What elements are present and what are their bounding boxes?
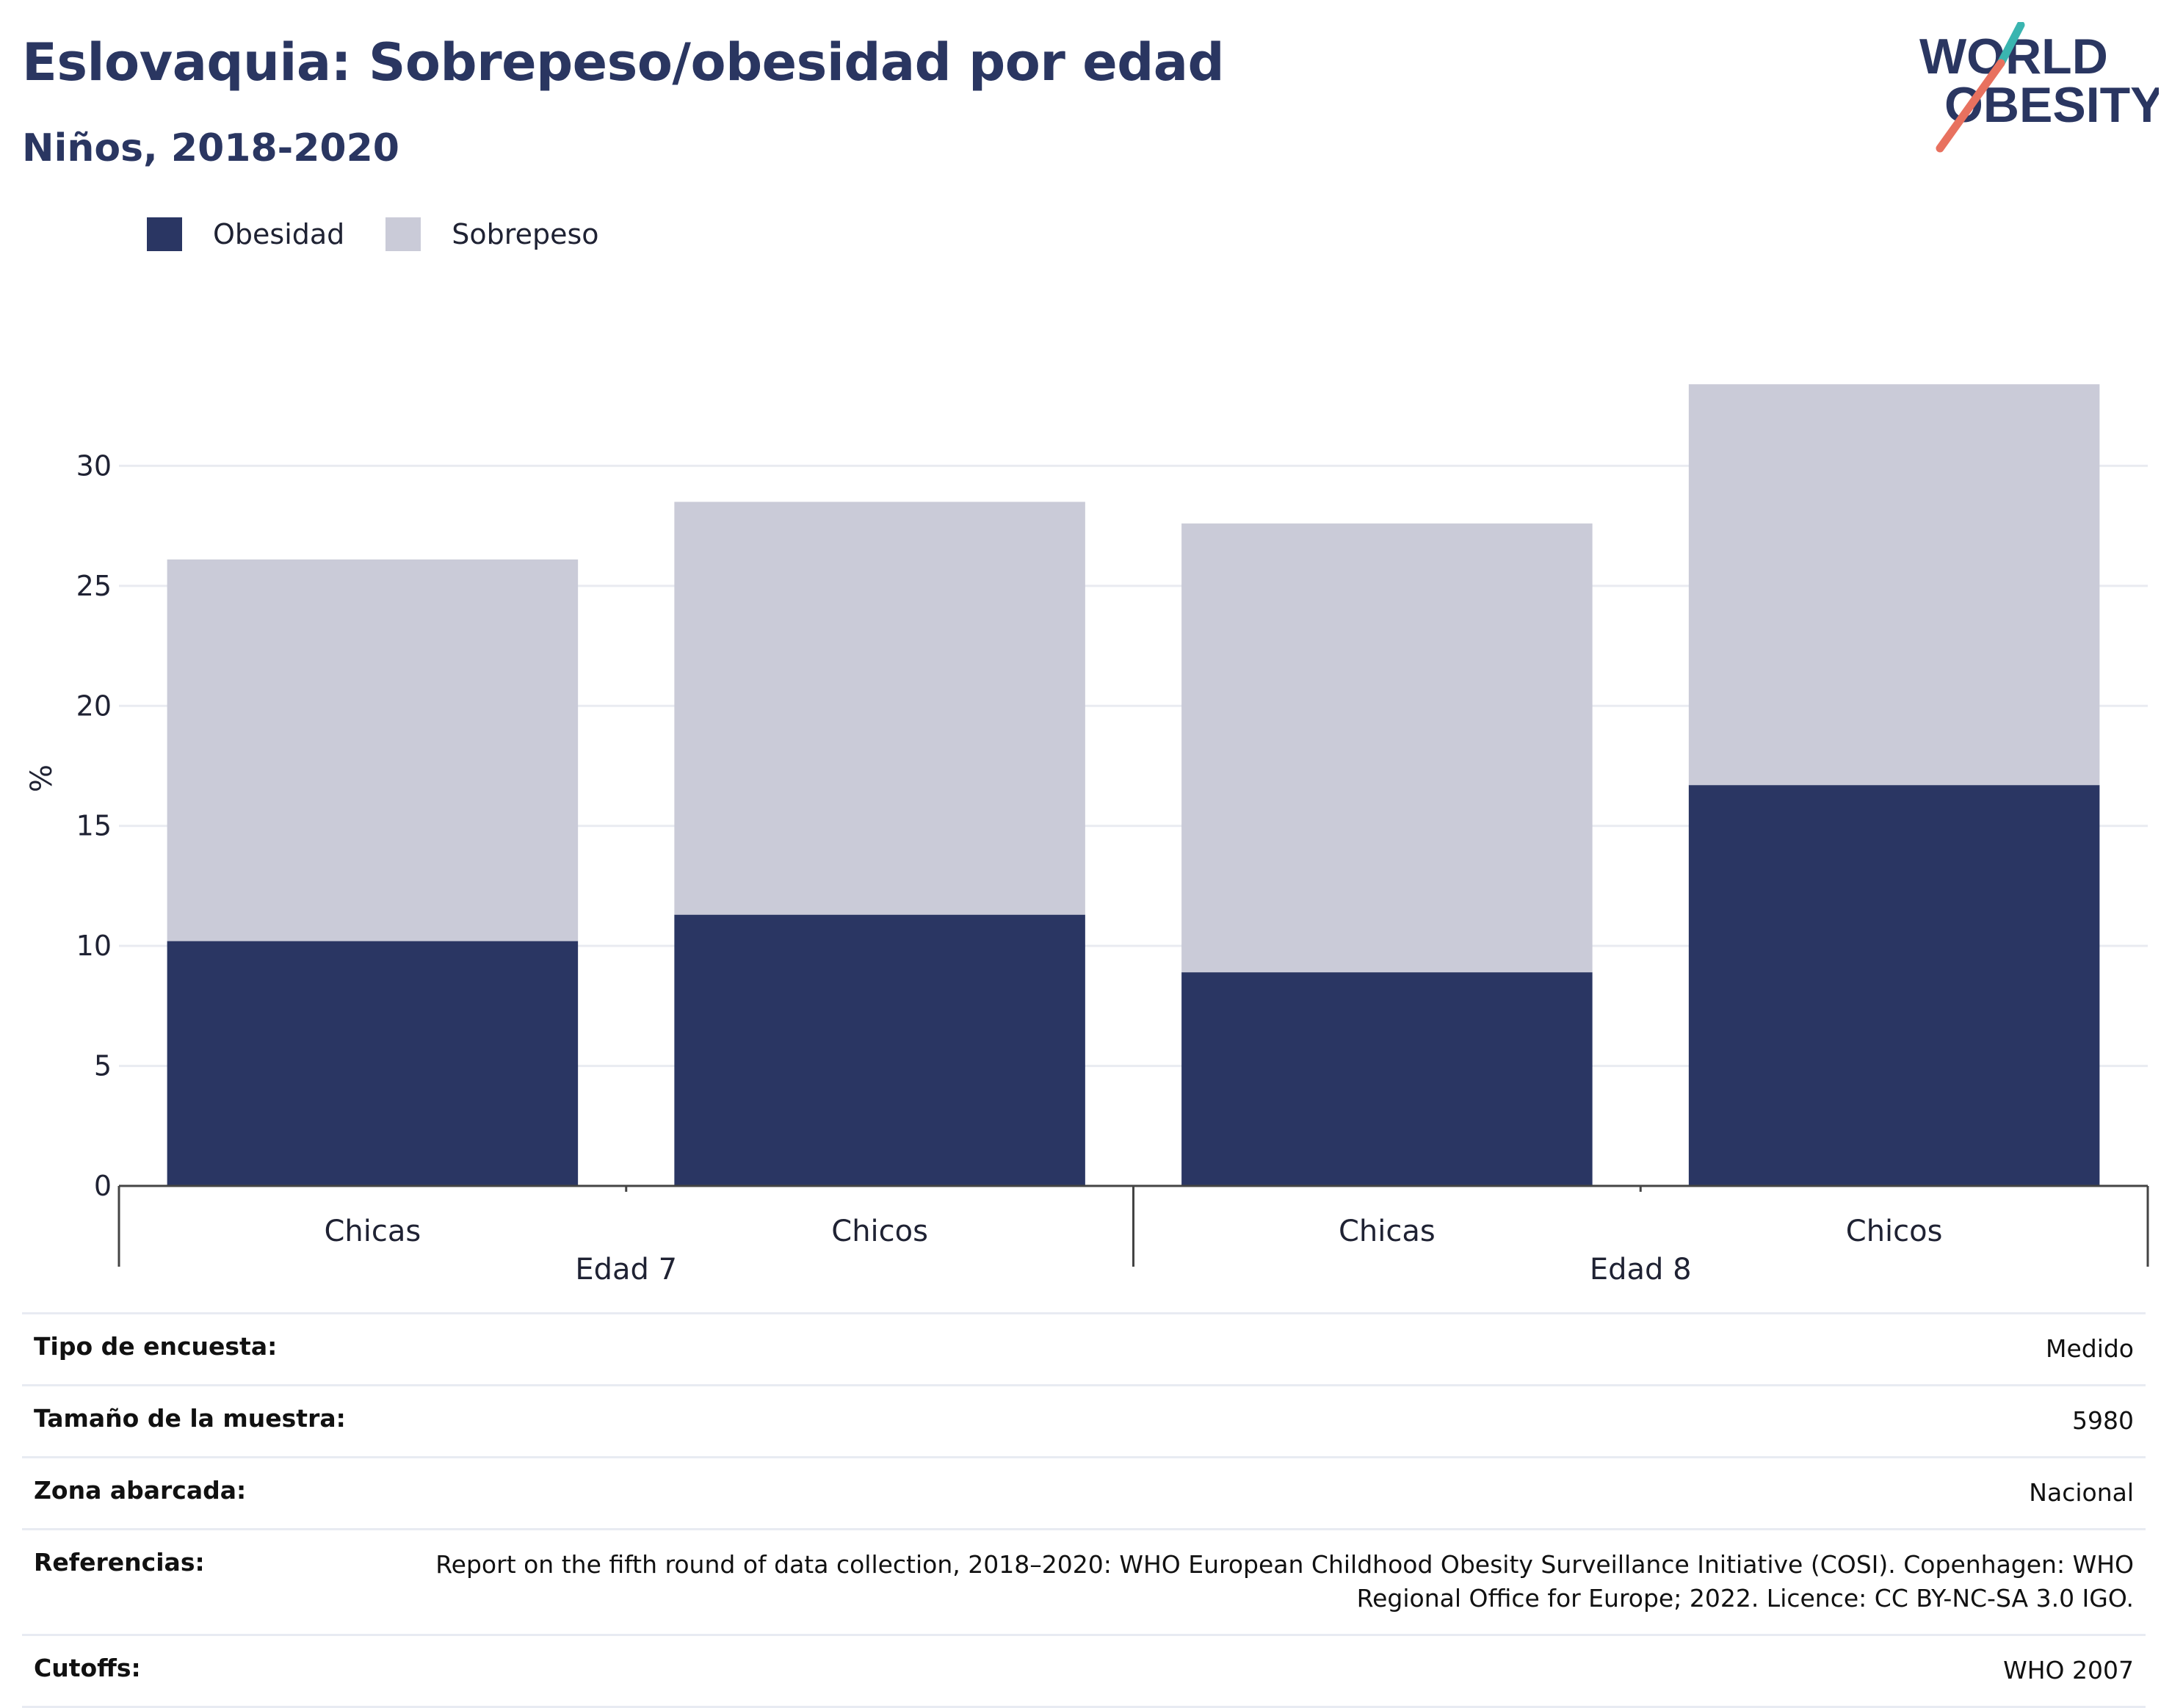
y-tick-label: 5: [94, 1050, 112, 1082]
y-tick-label: 20: [76, 690, 112, 722]
info-value: WHO 2007: [2003, 1656, 2134, 1685]
legend-item-obesidad: Obesidad: [147, 217, 344, 251]
info-key: Referencias:: [34, 1547, 205, 1577]
chart-title: Eslovaquia: Sobrepeso/obesidad por edad: [22, 32, 1225, 93]
info-row: Tamaño de la muestra: 5980: [22, 1385, 2146, 1457]
logo-slash-teal: [1997, 22, 2025, 68]
stacked-bar-chart: 0 5 10 15 20 25 30% Chicas Chicos Chicas Chicos Eda…: [25, 384, 2149, 1287]
info-value: Medido: [2045, 1334, 2134, 1363]
group-label: Edad 7: [575, 1253, 677, 1287]
info-key: Tamaño de la muestra:: [34, 1403, 346, 1433]
legend-label-obesidad: Obesidad: [213, 218, 345, 250]
x-tick-label: Chicas: [325, 1215, 421, 1248]
info-key: Tipo de encuesta:: [34, 1332, 278, 1361]
y-tick-label: 15: [76, 810, 112, 842]
info-key: Cutoffs:: [34, 1654, 141, 1683]
info-key: Zona abarcada:: [34, 1475, 247, 1505]
legend-item-sobrepeso: Sobrepeso: [385, 217, 599, 251]
info-row: Cutoffs: WHO 2007: [22, 1635, 2146, 1707]
y-axis-label: %: [25, 764, 59, 792]
info-value: 5980: [2072, 1405, 2134, 1435]
x-tick-label: Chicas: [1339, 1215, 1436, 1248]
survey-info-table: Tipo de encuesta: Medido Tamaño de la mues…: [22, 1312, 2146, 1708]
chart-subtitle: Niños, 2018-2020: [22, 126, 399, 170]
info-row: Tipo de encuesta: Medido: [22, 1313, 2146, 1386]
legend-label-sobrepeso: Sobrepeso: [452, 218, 599, 250]
y-tick-label: 30: [76, 449, 112, 482]
bar-obesidad-1: [674, 914, 1085, 1186]
info-row: Referencias: Report on the fifth round of…: [22, 1529, 2146, 1635]
x-tick-label: Chicos: [1846, 1215, 1943, 1248]
x-tick-label: Chicos: [831, 1215, 928, 1248]
world-obesity-logo: WORLD OBESITY: [1919, 22, 2159, 153]
legend-swatch-obesidad: [147, 217, 182, 251]
legend: Obesidad Sobrepeso: [147, 217, 640, 251]
bar-obesidad-3: [1688, 785, 2100, 1186]
legend-swatch-sobrepeso: [385, 217, 421, 251]
info-row: Zona abarcada: Nacional: [22, 1457, 2146, 1529]
bar-obesidad-2: [1181, 972, 1593, 1186]
info-value: Report on the fifth round of data collec…: [435, 1549, 2134, 1613]
y-tick-label: 0: [94, 1170, 112, 1202]
bar-obesidad-0: [167, 941, 579, 1186]
info-value: Nacional: [2029, 1477, 2134, 1507]
y-tick-label: 10: [76, 930, 112, 962]
bar-sobrepeso-2: [1181, 523, 1593, 973]
bar-sobrepeso-0: [167, 559, 579, 941]
logo-slash-coral: [1936, 59, 2005, 153]
group-label: Edad 8: [1590, 1253, 1692, 1287]
bar-sobrepeso-3: [1688, 384, 2100, 786]
y-tick-label: 25: [76, 570, 112, 602]
bar-sobrepeso-1: [674, 502, 1085, 915]
